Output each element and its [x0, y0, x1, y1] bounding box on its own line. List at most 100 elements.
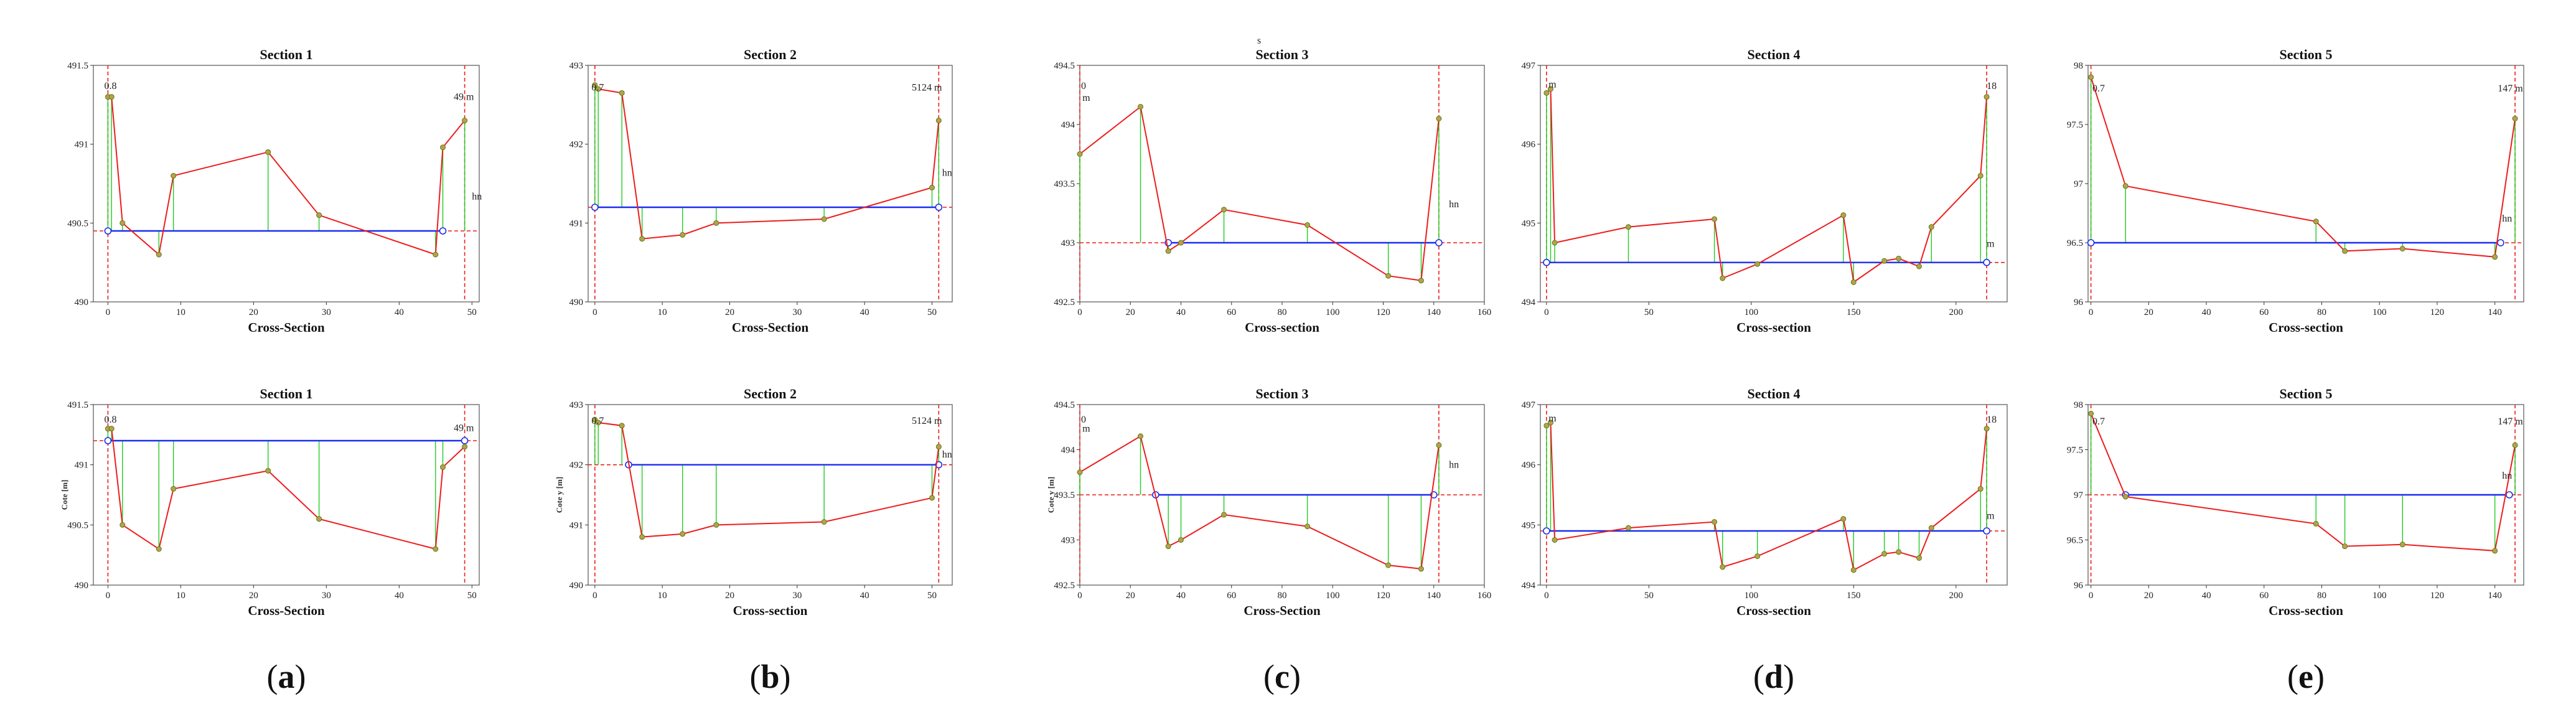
ground-point — [1077, 469, 1083, 476]
ground-point — [1984, 94, 1990, 100]
x-tick-label: 140 — [2488, 307, 2502, 317]
chart-title: Section 4 — [1748, 386, 1801, 401]
x-tick-label: 100 — [1745, 591, 1759, 601]
ground-point — [1547, 86, 1553, 92]
x-tick-label: 40 — [1176, 307, 1186, 317]
water-end-marker — [1983, 527, 1990, 535]
x-tick-label: 40 — [395, 307, 404, 317]
x-tick-label: 100 — [1326, 591, 1340, 601]
y-tick-label: 492.5 — [1054, 298, 1075, 307]
chart-title: Section 5 — [2280, 47, 2333, 62]
y-tick-label: 494 — [1522, 581, 1536, 591]
y-tick-label: 96.5 — [2067, 536, 2083, 546]
ground-point — [1304, 523, 1311, 530]
x-tick-label: 140 — [1427, 591, 1441, 601]
x-tick-label: 40 — [1176, 591, 1186, 601]
water-start-marker — [591, 204, 599, 211]
chart-annotation: 0.7 — [2092, 83, 2105, 94]
chart-annotation: hn — [942, 449, 952, 460]
y-tick-label: 490 — [569, 581, 584, 591]
ground-point — [1916, 263, 1923, 270]
chart-annotation: 0.8 — [105, 415, 117, 425]
y-tick-label: 97 — [2074, 179, 2084, 189]
y-tick-label: 494 — [1061, 446, 1075, 456]
ground-point — [595, 86, 601, 92]
x-tick-label: 140 — [1427, 307, 1441, 317]
chart-annotation: m — [1987, 238, 1995, 249]
panel-label-open: ( — [1263, 658, 1275, 695]
y-tick-label: 491 — [75, 461, 89, 471]
stray-mark: s — [1257, 35, 1261, 46]
ground-point — [2492, 548, 2498, 554]
ground-point — [2492, 254, 2498, 260]
ground-point — [1625, 525, 1631, 531]
ground-point — [1138, 433, 1143, 439]
x-tick-label: 50 — [1644, 591, 1654, 601]
ground-point — [1625, 224, 1631, 230]
x-tick-label: 10 — [176, 591, 185, 601]
chart-annotation: 147 m — [2498, 83, 2523, 94]
x-tick-label: 120 — [1376, 591, 1390, 601]
ground-point — [1165, 543, 1171, 550]
x-tick-label: 0 — [106, 591, 111, 601]
x-tick-label: 20 — [2144, 307, 2153, 317]
chart-panel-5: Section 5 Cross-section 0 20 40 60 80 100 120 140… — [2067, 47, 2524, 335]
ground-point — [440, 464, 446, 471]
y-tick-label: 494.5 — [1054, 61, 1075, 71]
ground-point — [1385, 562, 1392, 568]
panel-label-close: ) — [2313, 658, 2325, 695]
water-end-marker — [439, 227, 447, 235]
y-tick-label: 97.5 — [2067, 120, 2083, 130]
water-end-marker — [1435, 239, 1443, 246]
panel-label: (d) — [1753, 658, 1794, 695]
ground-point — [639, 534, 645, 540]
ground-point — [935, 118, 942, 124]
y-tick-label: 493 — [569, 400, 584, 410]
chart-annotation: 49 m — [454, 423, 474, 434]
x-axis-label: Cross-section — [1736, 320, 1811, 335]
x-axis-label: Cross-section — [1245, 320, 1319, 335]
y-tick-label: 496 — [1522, 140, 1536, 150]
x-tick-label: 100 — [1326, 307, 1340, 317]
water-start-marker — [2087, 239, 2095, 246]
x-tick-label: 160 — [1478, 307, 1492, 317]
x-tick-label: 120 — [1376, 307, 1390, 317]
y-tick-label: 491 — [569, 218, 584, 228]
ground-point — [1165, 248, 1171, 254]
chart-title: Section 4 — [1748, 47, 1801, 62]
ground-point — [821, 519, 827, 525]
ground-point — [929, 495, 935, 501]
chart-panel-4: Section 4 Cross-section 0 50 100 150 200 494 495… — [1522, 47, 2008, 335]
chart-panel-10: Section 5 Cross-section 0 20 40 60 80 100 120 140… — [2067, 386, 2524, 618]
ground-point — [440, 144, 446, 151]
panel-label-letter: b — [761, 658, 779, 695]
x-tick-label: 150 — [1847, 307, 1861, 317]
ground-point — [2512, 442, 2518, 448]
x-tick-label: 60 — [2259, 307, 2269, 317]
water-start-marker — [1543, 258, 1550, 266]
x-tick-label: 80 — [2317, 307, 2326, 317]
x-tick-label: 40 — [860, 591, 869, 601]
x-tick-label: 0 — [1544, 591, 1549, 601]
y-tick-label: 97.5 — [2067, 446, 2083, 456]
chart-annotation: 147 m — [2498, 416, 2523, 427]
ground-point — [680, 232, 686, 238]
plot-frame — [588, 65, 953, 303]
chart-title: Section 2 — [744, 47, 797, 62]
ground-point — [595, 420, 601, 426]
ground-point — [1221, 207, 1227, 213]
chart-annotation: m — [1082, 424, 1090, 434]
ground-point — [619, 423, 625, 429]
ground-point — [713, 220, 719, 226]
x-tick-label: 100 — [2372, 591, 2387, 601]
water-end-marker — [2506, 491, 2513, 499]
ground-point — [1984, 426, 1990, 432]
x-tick-label: 80 — [1278, 591, 1287, 601]
ground-point — [1840, 212, 1847, 218]
ground-profile-line — [108, 96, 466, 256]
ground-point — [1840, 516, 1847, 522]
ground-profile-line — [108, 428, 466, 550]
ground-point — [2342, 543, 2348, 550]
y-tick-label: 491 — [75, 140, 89, 150]
